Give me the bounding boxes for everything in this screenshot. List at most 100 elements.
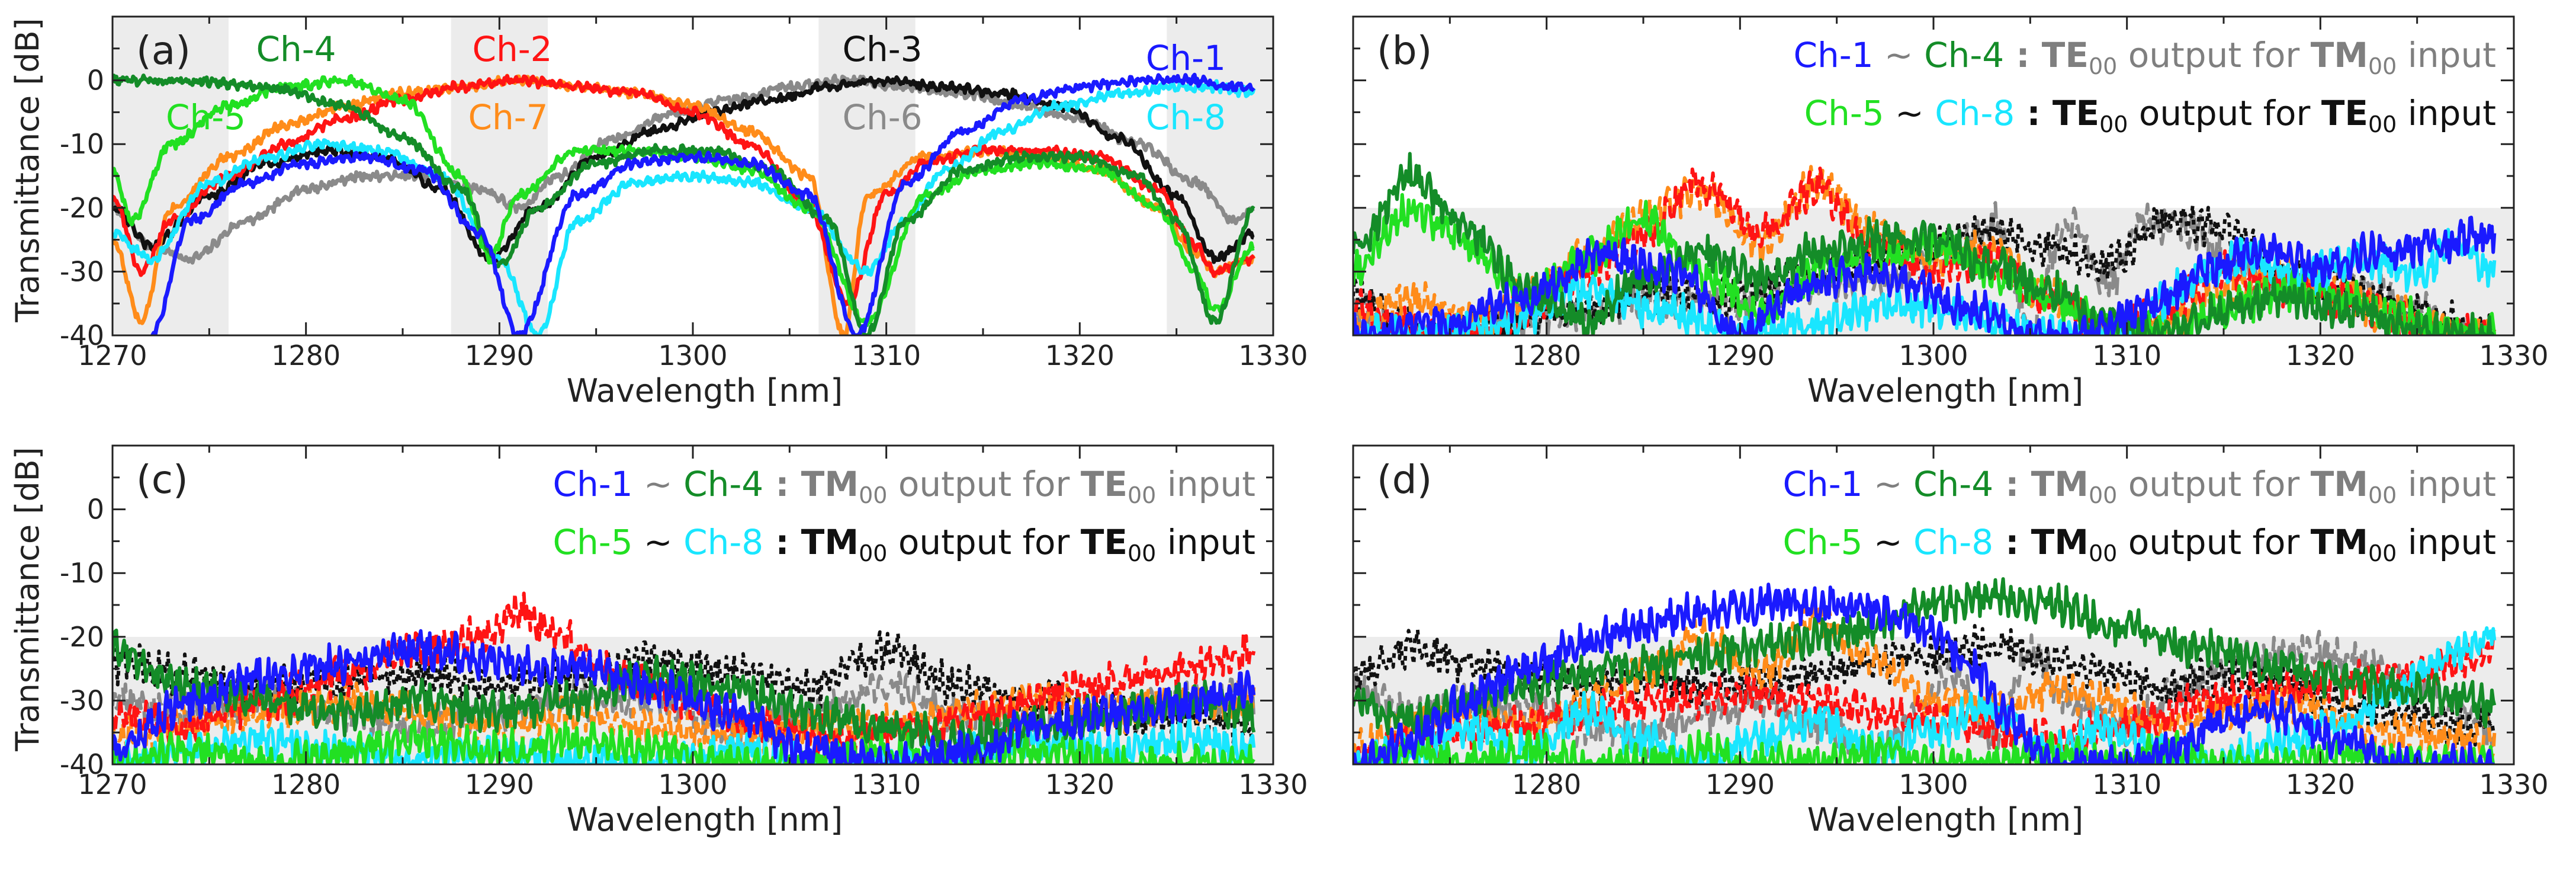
legend-entry: Ch-5 ~ Ch-8 : TM00 output for TE00 input	[553, 522, 1255, 566]
x-tick-label: 1310	[2092, 768, 2161, 800]
x-axis-title: Wavelength [nm]	[1807, 801, 2083, 838]
y-tick-label: -40	[60, 319, 104, 351]
legend-sub2: 00	[2368, 53, 2397, 79]
x-tick-label: 1270	[78, 768, 147, 800]
y-tick-label: -30	[60, 684, 104, 716]
legend-to: Ch-4	[1913, 464, 1993, 504]
channel-label-ch4: Ch-4	[256, 29, 336, 69]
series-line-ch1	[1353, 582, 2495, 764]
legend-tail: input	[2397, 522, 2496, 562]
channel-label-ch7: Ch-7	[468, 97, 548, 137]
panel-d: 1280 1290 1300 1310 1320 1330 Wavelength [nm] (…	[1352, 444, 2549, 838]
legend-sep: ~	[1874, 35, 1924, 75]
legend-sub2: 00	[2368, 111, 2397, 137]
y-tick-label: -20	[60, 621, 104, 653]
legend-mode: TE	[2042, 35, 2089, 75]
y-tick-label: -10	[60, 128, 104, 160]
panel-b: 1280 1290 1300 1310 1320 1330 Wavelength [nm] (…	[1352, 15, 2549, 409]
x-tick-label: 1330	[2479, 768, 2548, 800]
panel-label: (c)	[136, 457, 188, 502]
legend-sub2: 00	[1128, 482, 1156, 508]
legend-entry: Ch-1 ~ Ch-4 : TM00 output for TM00 input	[1782, 464, 2496, 508]
legend-sub2: 00	[2368, 482, 2397, 508]
legend-to: Ch-4	[1924, 35, 2004, 75]
legend-colon: :	[2015, 93, 2053, 133]
legend-sep: ~	[633, 522, 683, 562]
legend-to: Ch-8	[1913, 522, 1993, 562]
x-axis-title: Wavelength [nm]	[567, 801, 843, 838]
legend-colon: :	[763, 522, 801, 562]
x-tick-label: 1300	[658, 768, 727, 800]
panel-a: 1270 1280 1290 1300 1310 1320 1330 0 -10 -20 -30 -4…	[9, 15, 1308, 409]
x-tick-label: 1280	[271, 768, 341, 800]
legend-mid: output for	[887, 522, 1080, 562]
legend-mode: TM	[801, 464, 859, 504]
panel-label: (a)	[136, 28, 191, 73]
legend-mid: output for	[887, 464, 1080, 504]
legend-sep: ~	[633, 464, 683, 504]
legend-sub: 00	[2089, 53, 2117, 79]
legend-entry: Ch-1 ~ Ch-4 : TM00 output for TE00 input	[553, 464, 1255, 508]
legend-mid: output for	[2117, 464, 2310, 504]
legend-from: Ch-1	[1794, 35, 1874, 75]
legend-tail: input	[1156, 464, 1255, 504]
series-line-ch1	[113, 629, 1256, 764]
legend-from: Ch-5	[553, 522, 633, 562]
series-line-ch4	[113, 73, 1255, 335]
panel-label: (b)	[1377, 28, 1432, 73]
legend-tail: input	[1156, 522, 1255, 562]
legend-mode: TM	[2031, 522, 2089, 562]
legend-tail: input	[2397, 35, 2496, 75]
x-tick-label: 1320	[2286, 340, 2355, 372]
y-tick-label: -10	[60, 557, 104, 589]
legend-sub2: 00	[2368, 540, 2397, 566]
legend-sub: 00	[2099, 111, 2128, 137]
x-axis-title: Wavelength [nm]	[567, 372, 843, 409]
x-tick-label: 1280	[1512, 340, 1581, 372]
legend-mode2: TE	[1081, 464, 1128, 504]
legend-mode2: TE	[1081, 522, 1128, 562]
legend-mode2: TE	[2321, 93, 2368, 133]
x-tick-label: 1290	[1705, 340, 1775, 372]
legend-mode: TE	[2053, 93, 2099, 133]
legend-from: Ch-5	[1804, 93, 1884, 133]
legend-from: Ch-1	[1782, 464, 1862, 504]
x-tick-label: 1300	[1899, 768, 1968, 800]
legend-mid: output for	[2128, 93, 2321, 133]
series-line-ch1	[1353, 216, 2497, 335]
legend-sep: ~	[1863, 464, 1913, 504]
legend-tail: input	[2397, 93, 2496, 133]
series-line-ch5	[113, 720, 1255, 764]
legend-from: Ch-5	[1782, 522, 1862, 562]
y-axis-title: Transmittance [dB]	[9, 18, 46, 323]
panel-label: (d)	[1377, 457, 1432, 502]
series-group	[113, 591, 1256, 764]
legend-entry: Ch-1 ~ Ch-4 : TE00 output for TM00 input	[1794, 35, 2496, 79]
y-axis-title: Transmittance [dB]	[9, 447, 46, 752]
legend-sub2: 00	[1128, 540, 1156, 566]
legend-colon: :	[2004, 35, 2042, 75]
legend-mid: output for	[2117, 522, 2310, 562]
x-tick-label: 1310	[852, 340, 921, 372]
series-line-ch4	[1353, 577, 2497, 738]
x-tick-label: 1320	[2286, 768, 2355, 800]
series-line-ch1	[150, 72, 1255, 335]
legend-mode: TM	[801, 522, 859, 562]
legend-sub: 00	[2089, 482, 2117, 508]
legend-tail: input	[2397, 464, 2496, 504]
legend-sep: ~	[1863, 522, 1913, 562]
panel-c: 1270 1280 1290 1300 1310 1320 1330 0 -10 -20 -30 -4…	[9, 444, 1308, 838]
legend-sep: ~	[1884, 93, 1935, 133]
legend-mode2: TM	[2311, 522, 2368, 562]
x-tick-label: 1290	[465, 340, 534, 372]
legend-sub: 00	[859, 482, 887, 508]
legend-to: Ch-8	[683, 522, 763, 562]
legend-colon: :	[763, 464, 801, 504]
channel-label-ch5: Ch-5	[166, 97, 246, 137]
series-group	[1353, 577, 2497, 764]
x-tick-label: 1330	[1238, 340, 1308, 372]
x-axis-title: Wavelength [nm]	[1807, 372, 2083, 409]
series-line-ch8	[113, 79, 1256, 335]
x-tick-label: 1290	[465, 768, 534, 800]
legend-mid: output for	[2117, 35, 2310, 75]
